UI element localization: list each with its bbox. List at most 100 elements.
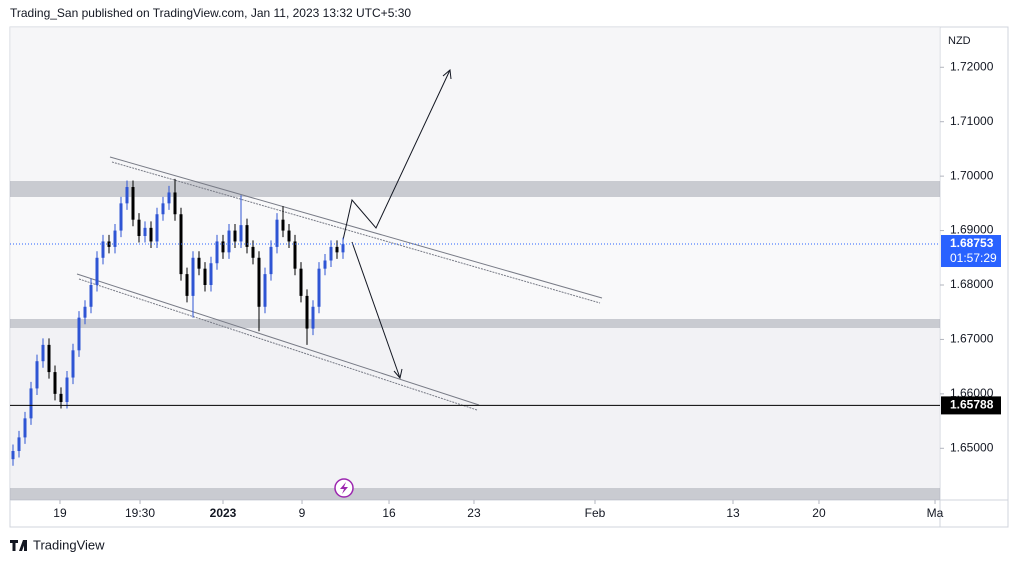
x-tick-label: Ma [927,506,944,520]
channel [76,156,603,411]
arrow-head [393,368,403,380]
candle-body [53,372,57,394]
candle-body [227,230,231,253]
x-tick-label: 13 [726,506,740,520]
candle-body [113,230,117,247]
candle-body [245,225,249,247]
y-tick-label: 1.65000 [950,440,994,454]
candle-body [329,246,333,261]
x-tick-label: 20 [812,506,826,520]
arrow-down [351,241,401,379]
candle-body [269,246,273,275]
level-tag [941,396,1001,415]
candle-body [143,227,147,237]
x-tick-label: 23 [467,506,481,520]
candle-body [209,263,213,285]
candle-body [323,260,327,269]
zone-shade [10,197,940,319]
candle-body [155,214,159,242]
candle-body [173,192,177,215]
candle-body [59,393,63,403]
candle-body [77,317,81,351]
level-label: 1.65788 [950,398,994,412]
candle-body [29,388,33,419]
lower-zone [10,488,940,500]
current-price-tag [941,235,1001,268]
candle-body [197,257,201,269]
candle-body [257,257,261,307]
projection-arrows [342,69,452,380]
x-tick-label: 9 [299,506,306,520]
support-zone [10,319,940,328]
candle-body [281,219,285,231]
current-price-label: 1.68753 [950,236,994,250]
candle-body [239,225,243,242]
candle-body [203,268,207,285]
candle-body [233,230,237,242]
candle-body [41,344,45,362]
candle-body [47,344,51,373]
x-tick-label: Feb [585,506,606,520]
event-icon-bolt [340,482,348,494]
candle-body [221,241,225,253]
candle-body [185,274,189,296]
y-tick-label: 1.68000 [950,277,994,291]
zone-shade [10,27,940,181]
candle-body [161,203,165,215]
candle-body [125,187,129,204]
candle-body [137,219,141,237]
candle-body [17,437,21,452]
candle-body [311,306,315,329]
header-title: Trading_San published on TradingView.com… [10,6,411,20]
x-tick-label: 19:30 [125,506,155,520]
y-tick-label: 1.71000 [950,114,994,128]
candle-body [293,241,297,269]
candle-body [89,285,93,307]
zone-shade [10,328,940,488]
footer-brand: TradingView [33,537,105,552]
candle-body [263,274,267,307]
candle-body [83,306,87,318]
candle-body [35,361,39,389]
y-tick-label: 1.70000 [950,168,994,182]
x-tick-label: 2023 [210,506,237,520]
countdown-label: 01:57:29 [950,251,997,265]
candle-body [71,350,75,378]
x-tick-label: 19 [53,506,67,520]
candle-body [95,257,99,285]
y-tick-label: 1.69000 [950,223,994,237]
candle-body [215,241,219,264]
candle-body [101,241,105,258]
candle-body [131,187,135,220]
candle-body [299,268,303,296]
candle-body [149,227,153,242]
channel-lower [76,273,480,406]
arrow-head [442,69,452,80]
candle-body [167,192,171,204]
candle-body [251,246,255,258]
candle-body [275,219,279,247]
y-tick-label: 1.67000 [950,332,994,346]
channel-upper [109,156,603,299]
candle-body [335,246,339,253]
x-tick-label: 16 [382,506,396,520]
candle-body [341,244,345,253]
candle-body [305,295,309,329]
candle-body [119,203,123,231]
arrow-up [342,69,451,241]
candle-body [65,377,69,403]
y-tick-label: 1.72000 [950,59,994,73]
candle-body [23,418,27,438]
candle-body [287,230,291,242]
currency-label: NZD [948,35,971,47]
channel-lower [78,278,478,411]
footer-logo [10,540,27,551]
channel-upper [111,161,601,304]
candle-body [191,257,195,296]
resistance-zone [10,181,940,197]
candle-body [317,268,321,307]
plot-area [10,27,940,500]
candle-body [11,451,15,460]
